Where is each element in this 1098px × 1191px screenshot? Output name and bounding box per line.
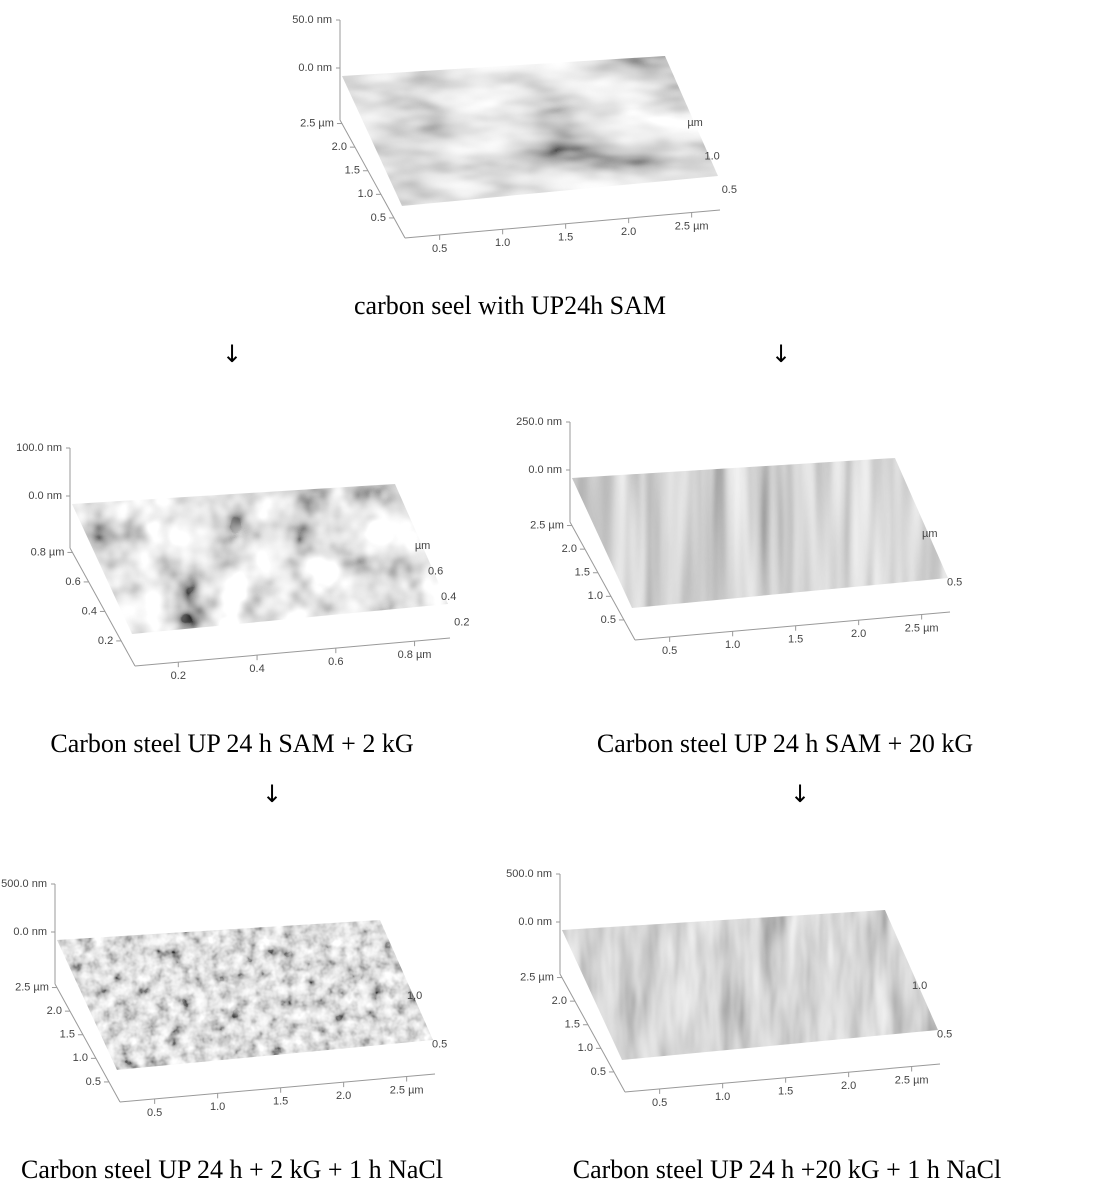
x-label: 2.5 µm [390, 1084, 424, 1096]
y-label: 0.5 [601, 614, 616, 626]
y-label: 2.0 [47, 1005, 62, 1017]
x-label: 1.5 [273, 1096, 288, 1108]
z-label: 0.0 nm [28, 490, 62, 502]
caption: Carbon steel UP 24 h + 2 kG + 1 h NaCl [21, 1155, 443, 1184]
x-label: 2.0 [336, 1090, 351, 1102]
right-label: 1.0 [407, 990, 422, 1002]
y-label: 2.0 [332, 141, 347, 153]
caption: Carbon steel UP 24 h SAM + 20 kG [597, 729, 973, 758]
z-label: 0.0 nm [518, 916, 552, 928]
x-label: 2.5 µm [675, 220, 709, 232]
afm-surface [57, 920, 433, 1070]
y-label: 2.0 [552, 995, 567, 1007]
caption: Carbon steel UP 24 h SAM + 2 kG [50, 729, 413, 758]
afm-panel: 500.0 nm 0.0 nm 2.5 µm 2.0 1.5 1.0 0.5 0.5 1.0 1.… [1, 878, 447, 1119]
y-label: 2.5 µm [530, 519, 564, 531]
y-label: 2.0 [562, 543, 577, 555]
x-label: 2.0 [841, 1080, 856, 1092]
right-label: 0.5 [937, 1029, 952, 1041]
y-label: 0.8 µm [31, 546, 65, 558]
right-label: 1.0 [705, 150, 720, 162]
right-label: µm [687, 117, 703, 129]
caption: Carbon steel UP 24 h +20 kG + 1 h NaCl [573, 1155, 1001, 1184]
x-label: 1.0 [210, 1101, 225, 1113]
y-label: 0.5 [371, 212, 386, 224]
right-label: 0.5 [432, 1039, 447, 1051]
y-label: 0.6 [65, 576, 80, 588]
x-label: 1.5 [558, 232, 573, 244]
right-label: 0.4 [441, 591, 456, 603]
z-label: 0.0 nm [528, 464, 562, 476]
x-label: 0.5 [147, 1107, 162, 1119]
y-label: 2.5 µm [15, 981, 49, 993]
y-label: 2.5 µm [520, 971, 554, 983]
x-label: 0.5 [652, 1097, 667, 1109]
arrow: ↓ [222, 340, 242, 368]
x-label: 1.0 [725, 639, 740, 651]
y-label: 0.2 [98, 635, 113, 647]
y-label: 0.5 [591, 1066, 606, 1078]
z-label: 500.0 nm [1, 878, 47, 890]
x-label: 0.2 [171, 670, 186, 682]
x-label: 1.0 [715, 1091, 730, 1103]
afm-surface [562, 910, 938, 1060]
caption: carbon seel with UP24h SAM [354, 291, 666, 320]
x-label: 1.5 [788, 634, 803, 646]
x-label: 1.5 [778, 1086, 793, 1098]
afm-panel: 50.0 nm 0.0 nm 2.5 µm 2.0 1.5 1.0 0.5 0.5 1.0 1.5… [292, 14, 737, 255]
afm-surface [342, 56, 718, 206]
right-label: µm [922, 528, 938, 540]
arrow: ↓ [771, 340, 791, 368]
x-label: 0.5 [662, 645, 677, 657]
y-label: 1.0 [588, 590, 603, 602]
right-label: µm [415, 540, 431, 552]
y-label: 0.4 [82, 605, 97, 617]
right-label: 0.2 [454, 617, 469, 629]
x-label: 0.6 [328, 656, 343, 668]
x-label: 2.0 [621, 226, 636, 238]
z-label: 500.0 nm [506, 868, 552, 880]
afm-panel: 500.0 nm 0.0 nm 2.5 µm 2.0 1.5 1.0 0.5 0.5 1.0 1.… [506, 868, 952, 1109]
y-label: 1.5 [575, 567, 590, 579]
x-label: 1.0 [495, 237, 510, 249]
x-label: 2.0 [851, 628, 866, 640]
x-label: 2.5 µm [895, 1074, 929, 1086]
afm-surface [572, 458, 948, 608]
afm-panel: 250.0 nm 0.0 nm 2.5 µm 2.0 1.5 1.0 0.5 0.5 1.0 1.… [516, 416, 962, 657]
arrow: ↓ [262, 780, 282, 808]
afm-panel: 100.0 nm 0.0 nm 0.8 µm 0.6 0.4 0.2 0.2 0.4 0.6 0.… [16, 442, 469, 682]
z-label: 0.0 nm [298, 62, 332, 74]
x-label: 0.8 µm [398, 649, 432, 661]
y-label: 1.5 [60, 1029, 75, 1041]
y-label: 0.5 [86, 1076, 101, 1088]
right-label: 1.0 [912, 980, 927, 992]
figure: 50.0 nm 0.0 nm 2.5 µm 2.0 1.5 1.0 0.5 0.5 1.0 1.5… [0, 0, 1098, 1191]
y-label: 1.0 [358, 188, 373, 200]
right-label: 0.6 [428, 566, 443, 578]
z-label: 250.0 nm [516, 416, 562, 428]
z-label: 50.0 nm [292, 14, 332, 26]
z-label: 0.0 nm [13, 926, 47, 938]
right-label: 0.5 [722, 184, 737, 196]
y-label: 1.0 [578, 1042, 593, 1054]
x-label: 2.5 µm [905, 622, 939, 634]
afm-surface [72, 484, 448, 634]
x-label: 0.5 [432, 243, 447, 255]
y-label: 1.5 [345, 165, 360, 177]
x-label: 0.4 [249, 663, 264, 675]
arrow: ↓ [790, 780, 810, 808]
y-label: 2.5 µm [300, 117, 334, 129]
y-label: 1.0 [73, 1052, 88, 1064]
y-label: 1.5 [565, 1019, 580, 1031]
z-label: 100.0 nm [16, 442, 62, 454]
right-label: 0.5 [947, 577, 962, 589]
